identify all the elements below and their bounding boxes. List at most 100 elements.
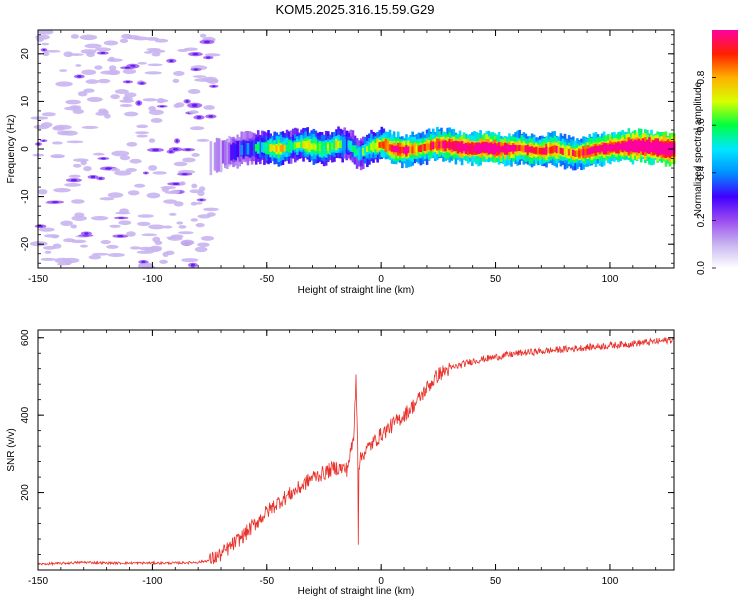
- signal-cell: [261, 142, 264, 153]
- noise-blob: [191, 153, 200, 157]
- signal-cell: [324, 145, 328, 153]
- signal-cell: [555, 145, 559, 154]
- noise-blob-core: [137, 101, 141, 105]
- signal-cell: [508, 144, 511, 152]
- noise-blob: [91, 252, 110, 256]
- noise-blob: [70, 224, 77, 229]
- noise-blob-core: [193, 68, 199, 71]
- signal-cell: [213, 142, 217, 171]
- noise-blob: [195, 223, 205, 228]
- spectrogram-x-axis: -150 -100 -50 0 50 100: [28, 30, 657, 285]
- signal-cell: [635, 143, 639, 150]
- noise-blob-core: [185, 148, 191, 151]
- noise-blob: [146, 37, 159, 41]
- noise-blob-core: [125, 80, 130, 83]
- noise-blob: [148, 138, 156, 143]
- colorbar-tick-label: 0.0: [696, 261, 707, 275]
- noise-blob: [134, 183, 146, 188]
- noise-blob: [53, 187, 71, 193]
- noise-blob-core: [101, 157, 106, 160]
- signal-cell: [277, 145, 281, 153]
- noise-blob: [100, 110, 109, 115]
- signal-cell: [244, 140, 248, 156]
- noise-blob: [189, 189, 202, 194]
- noise-blob-core: [172, 148, 179, 151]
- noise-blob: [154, 240, 163, 246]
- signal-cell: [471, 145, 474, 153]
- noise-blob: [190, 218, 199, 222]
- signal-cell: [444, 141, 447, 149]
- noise-blob: [94, 65, 103, 70]
- signal-cell: [600, 145, 604, 152]
- noise-blob: [110, 94, 120, 100]
- signal-cell: [512, 144, 515, 152]
- signal-cell: [501, 145, 505, 153]
- noise-blob: [178, 225, 187, 229]
- signal-cell: [520, 145, 524, 152]
- signal-cell: [335, 140, 338, 149]
- noise-blob: [107, 192, 124, 198]
- colorbar-tick-label: 0.4: [696, 165, 707, 179]
- signal-cell: [254, 144, 258, 152]
- noise-blob-core: [141, 260, 146, 263]
- signal-cell: [475, 145, 478, 153]
- noise-blob-core: [196, 115, 202, 119]
- noise-blob: [180, 239, 195, 246]
- x-tick-label: -150: [28, 274, 48, 285]
- signal-cell: [343, 139, 347, 150]
- x-tick-label: -50: [260, 274, 275, 285]
- noise-blob: [54, 257, 70, 264]
- noise-blob: [173, 103, 181, 108]
- signal-cell: [289, 140, 293, 153]
- noise-blob: [37, 29, 54, 35]
- signal-cell: [578, 150, 581, 157]
- signal-cell: [361, 148, 365, 156]
- signal-cell: [322, 145, 326, 153]
- signal-cell: [308, 142, 312, 150]
- noise-blob: [151, 52, 161, 57]
- noise-blob-core: [190, 263, 195, 267]
- noise-blob: [204, 53, 221, 57]
- noise-blob-core: [169, 150, 173, 153]
- signal-cell: [644, 143, 647, 150]
- signal-cell: [561, 148, 565, 156]
- snr-y-axis: 200 400 600: [20, 329, 674, 555]
- signal-cell: [547, 147, 550, 154]
- spectrogram-xlabel: Height of straight line (km): [298, 285, 415, 296]
- signal-cell: [487, 144, 491, 151]
- signal-cell: [466, 144, 470, 152]
- signal-cell: [230, 144, 233, 161]
- noise-blob-core: [175, 139, 179, 143]
- noise-blob: [64, 183, 81, 187]
- noise-blob: [118, 220, 132, 226]
- signal-cell: [312, 143, 316, 150]
- signal-cell: [291, 142, 295, 150]
- signal-cell: [615, 144, 618, 151]
- signal-cell: [275, 145, 279, 153]
- signal-cell: [530, 146, 534, 153]
- y-tick-label: -10: [20, 189, 31, 204]
- noise-blob: [63, 51, 73, 58]
- signal-cell: [596, 145, 600, 153]
- signal-cell: [427, 143, 431, 151]
- signal-cell: [662, 144, 666, 153]
- noise-blob: [137, 62, 148, 65]
- signal-cell: [536, 147, 540, 155]
- noise-blob: [148, 165, 158, 171]
- noise-blob: [68, 53, 84, 56]
- signal-cell: [491, 144, 495, 152]
- signal-cell: [285, 144, 289, 151]
- signal-cell: [609, 144, 612, 152]
- noise-blob: [141, 233, 158, 237]
- noise-blob-core: [208, 115, 214, 118]
- noise-blob: [35, 34, 50, 40]
- signal-cell: [462, 143, 466, 152]
- signal-cell: [493, 145, 497, 153]
- noise-blob-core: [140, 82, 144, 85]
- signal-cell: [481, 143, 484, 152]
- signal-cell: [456, 143, 460, 150]
- noise-blob-core: [117, 235, 124, 238]
- signal-cell: [574, 150, 577, 157]
- signal-cell: [409, 146, 412, 154]
- x-tick-label: -50: [260, 576, 275, 587]
